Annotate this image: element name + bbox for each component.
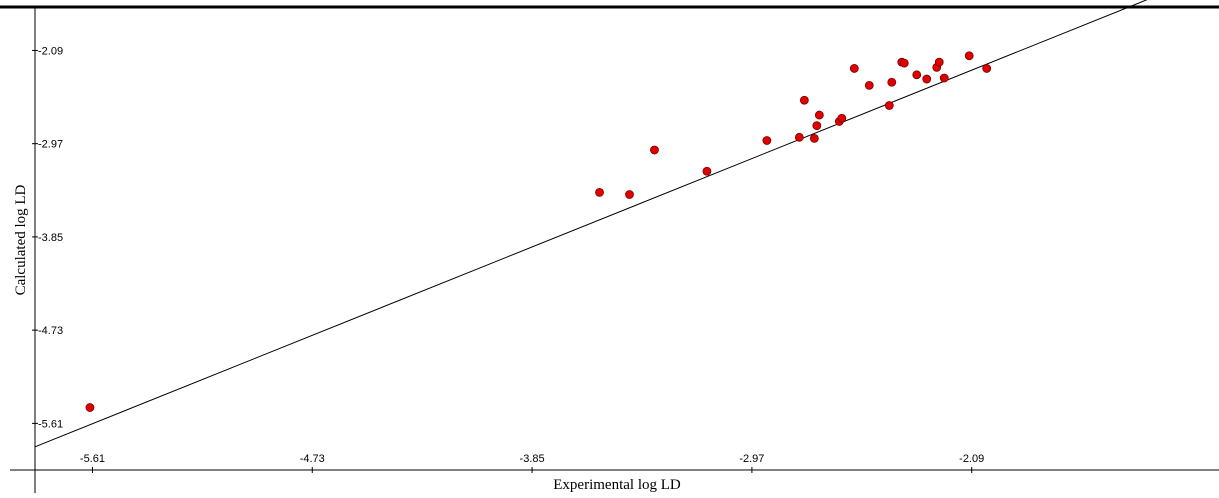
x-tick-label: -5.61 — [80, 453, 105, 465]
data-point — [939, 73, 949, 83]
x-tick-label: -2.97 — [739, 453, 764, 465]
points-layer — [85, 51, 992, 412]
data-point — [912, 70, 922, 80]
data-point — [809, 133, 819, 143]
x-tick-label: -2.09 — [959, 453, 984, 465]
y-tick-label: -5.61 — [38, 418, 63, 430]
data-point — [982, 64, 992, 73]
data-point — [85, 403, 95, 412]
data-point — [864, 81, 874, 90]
data-point — [837, 113, 847, 123]
data-point — [702, 166, 712, 176]
y-tick-label: -4.73 — [38, 325, 63, 337]
data-point — [762, 136, 772, 145]
data-point — [595, 188, 604, 197]
x-tick-label: -3.85 — [520, 453, 545, 465]
data-point — [794, 132, 804, 142]
data-point — [812, 121, 822, 131]
data-point — [650, 145, 659, 155]
x-axis-title: Experimental log LD — [553, 477, 681, 493]
y-tick-label: -2.09 — [38, 45, 63, 57]
data-point — [884, 101, 894, 110]
data-point — [964, 51, 974, 61]
x-tick-label: -4.73 — [300, 453, 325, 465]
data-point — [922, 74, 932, 84]
fit-line — [34, 0, 1148, 448]
y-axis-title: Calculated log LD — [13, 184, 29, 295]
data-point — [799, 95, 809, 105]
fit-line-layer — [34, 0, 1148, 448]
axes-layer: -5.61 -4.73 -3.85 -2.97 -2.09 -2.09 -2.97 -3.85… — [0, 5, 1219, 493]
y-tick-label: -3.85 — [38, 232, 63, 244]
data-point — [934, 57, 944, 67]
y-tick-label: -2.97 — [38, 139, 63, 151]
data-point — [625, 190, 634, 199]
data-point — [814, 110, 824, 120]
data-point — [849, 64, 859, 73]
data-point — [887, 77, 897, 87]
data-point — [899, 58, 909, 68]
